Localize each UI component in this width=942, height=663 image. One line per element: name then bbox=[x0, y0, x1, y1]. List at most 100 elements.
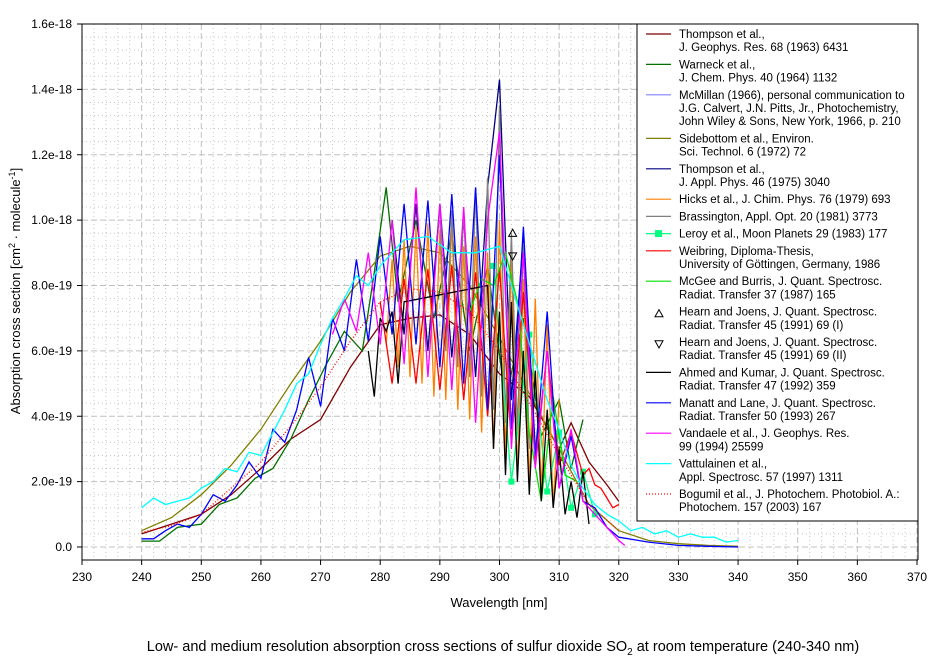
x-tick-label: 320 bbox=[609, 570, 629, 584]
x-tick-label: 330 bbox=[668, 570, 688, 584]
legend-label: Radiat. Transfer 37 (1987) 165 bbox=[679, 289, 836, 301]
legend-label: 99 (1994) 25599 bbox=[679, 441, 763, 453]
x-tick-label: 310 bbox=[549, 570, 569, 584]
x-tick-label: 240 bbox=[132, 570, 152, 584]
series-14 bbox=[331, 131, 626, 546]
legend-label: J. Geophys. Res. 68 (1963) 6431 bbox=[679, 42, 848, 54]
caption-subscript: 2 bbox=[627, 647, 633, 658]
y-tick-label: 2.0e-19 bbox=[31, 475, 72, 489]
legend-label: Bogumil et al., J. Photochem. Photobiol.… bbox=[679, 489, 900, 501]
legend-label: McMillan (1966), personal communication … bbox=[679, 90, 905, 102]
legend-marker bbox=[655, 230, 662, 238]
series-marker bbox=[508, 478, 515, 485]
series-line bbox=[492, 265, 596, 515]
series-marker bbox=[490, 262, 497, 269]
legend-label: Thompson et al., bbox=[679, 164, 765, 176]
legend-item: Vattulainen et al.,Appl. Spectrosc. 57 (… bbox=[646, 459, 843, 484]
x-tick-label: 340 bbox=[728, 570, 748, 584]
chart-caption: Low- and medium resolution absorption cr… bbox=[147, 639, 859, 658]
legend-label: Weibring, Diploma-Thesis, bbox=[679, 246, 814, 258]
legend-item: Sidebottom et al., Environ. Sci. Technol.… bbox=[646, 133, 814, 159]
x-tick-label: 300 bbox=[489, 570, 509, 584]
legend-item: Warneck et al., J. Chem. Phys. 40 (1964) … bbox=[646, 59, 837, 85]
legend-label: Hicks et al., J. Chim. Phys. 76 (1979) 6… bbox=[679, 194, 891, 206]
y-axis-label-sup1: 2 bbox=[7, 243, 17, 248]
legend-item: Vandaele et al., J. Geophys. Res.99 (199… bbox=[646, 428, 849, 453]
legend-item: Hearn and Joens, J. Quant. Spectrosc.Rad… bbox=[654, 307, 877, 332]
legend-label: Sci. Technol. 6 (1972) 72 bbox=[679, 147, 806, 159]
legend-item: Thompson et al.,J. Geophys. Res. 68 (196… bbox=[646, 29, 848, 54]
series-8 bbox=[379, 265, 620, 509]
y-axis-label-main: Absorption cross section [cm bbox=[8, 248, 23, 414]
series-marker bbox=[544, 488, 551, 495]
caption-suffix: at room temperature (240-340 nm) bbox=[633, 639, 859, 655]
legend-marker bbox=[654, 308, 664, 318]
y-axis-label-mid: · molecule bbox=[8, 179, 23, 243]
tick-labels: 230 240 250 260 270 280 290 300 310 320 330 340 350 3… bbox=[31, 17, 927, 584]
legend-label: Vandaele et al., J. Geophys. Res. bbox=[679, 428, 849, 440]
legend-label: Radiat. Transfer 47 (1992) 359 bbox=[679, 381, 836, 393]
legend-label: Leroy et al., Moon Planets 29 (1983) 177 bbox=[679, 229, 887, 241]
series-layer bbox=[141, 79, 739, 548]
series-line bbox=[379, 265, 620, 509]
series-line bbox=[439, 105, 530, 449]
y-tick-label: 1.2e-18 bbox=[31, 148, 72, 162]
series-line bbox=[469, 250, 578, 502]
series-line bbox=[141, 245, 739, 547]
legend-label: Sidebottom et al., Environ. bbox=[679, 133, 814, 145]
caption-prefix: Low- and medium resolution absorption cr… bbox=[147, 639, 627, 655]
legend-item: Weibring, Diploma-Thesis,University of G… bbox=[646, 246, 880, 271]
legend-label: Radiat. Transfer 45 (1991) 69 (I) bbox=[679, 320, 843, 332]
series-15 bbox=[141, 235, 739, 543]
series-line bbox=[141, 314, 620, 535]
y-axis-label: Absorption cross section [cm2 · molecule… bbox=[7, 168, 23, 414]
y-tick-label: 1.4e-18 bbox=[31, 82, 72, 96]
series-marker bbox=[568, 504, 575, 511]
series-6 bbox=[439, 105, 530, 449]
series-0 bbox=[141, 314, 620, 535]
x-tick-label: 260 bbox=[251, 570, 271, 584]
series-marker bbox=[507, 252, 518, 262]
y-tick-label: 8.0e-19 bbox=[31, 279, 72, 293]
series-line bbox=[141, 235, 739, 543]
y-tick-label: 6.0e-19 bbox=[31, 344, 72, 358]
legend-label: J. Chem. Phys. 40 (1964) 1132 bbox=[679, 73, 837, 85]
legend-item: Leroy et al., Moon Planets 29 (1983) 177 bbox=[646, 229, 887, 241]
legend-item: Hicks et al., J. Chim. Phys. 76 (1979) 6… bbox=[646, 194, 891, 206]
series-11 bbox=[507, 252, 518, 262]
x-tick-label: 370 bbox=[907, 570, 927, 584]
series-10 bbox=[507, 228, 518, 237]
y-axis-label-sup2: -1 bbox=[7, 171, 17, 179]
legend-label: Photochem. 157 (2003) 167 bbox=[679, 502, 822, 514]
series-9 bbox=[469, 250, 578, 502]
legend-label: J. Appl. Phys. 46 (1975) 3040 bbox=[679, 177, 830, 189]
legend-label: Vattulainen et al., bbox=[679, 459, 767, 471]
series-marker bbox=[507, 228, 518, 237]
x-tick-label: 290 bbox=[430, 570, 450, 584]
legend-label: J.G. Calvert, J.N. Pitts, Jr., Photochem… bbox=[679, 103, 899, 115]
legend-label: Brassington, Appl. Opt. 20 (1981) 3773 bbox=[679, 211, 878, 223]
legend-label: John Wiley & Sons, New York, 1966, p. 21… bbox=[679, 116, 901, 128]
legend-label: Radiat. Transfer 45 (1991) 69 (II) bbox=[679, 350, 847, 362]
x-tick-label: 360 bbox=[847, 570, 867, 584]
legend-label: Radiat. Transfer 50 (1993) 267 bbox=[679, 411, 836, 423]
legend-item: Thompson et al.,J. Appl. Phys. 46 (1975)… bbox=[646, 164, 830, 189]
legend-item: Brassington, Appl. Opt. 20 (1981) 3773 bbox=[646, 211, 878, 223]
x-tick-label: 230 bbox=[72, 570, 92, 584]
legend-item: Bogumil et al., J. Photochem. Photobiol.… bbox=[646, 489, 900, 514]
legend: Thompson et al., J. Geophys. Res. 68 (196… bbox=[636, 23, 919, 522]
series-line bbox=[385, 220, 560, 508]
x-tick-label: 350 bbox=[788, 570, 808, 584]
series-3 bbox=[141, 245, 739, 547]
legend-item: McGee and Burris, J. Quant. Spectrosc.Ra… bbox=[646, 276, 882, 301]
y-tick-label: 1.6e-18 bbox=[31, 17, 72, 31]
series-line bbox=[331, 131, 626, 546]
legend-item: Manatt and Lane, J. Quant. Spectrosc.Rad… bbox=[646, 398, 876, 423]
legend-label: Hearn and Joens, J. Quant. Spectrosc. bbox=[679, 307, 877, 319]
legend-label: McGee and Burris, J. Quant. Spectrosc. bbox=[679, 276, 882, 288]
y-tick-label: 1.0e-18 bbox=[31, 213, 72, 227]
x-tick-label: 280 bbox=[370, 570, 390, 584]
y-tick-label: 0.0 bbox=[55, 540, 72, 554]
legend-item: Hearn and Joens, J. Quant. Spectrosc.Rad… bbox=[654, 337, 877, 362]
